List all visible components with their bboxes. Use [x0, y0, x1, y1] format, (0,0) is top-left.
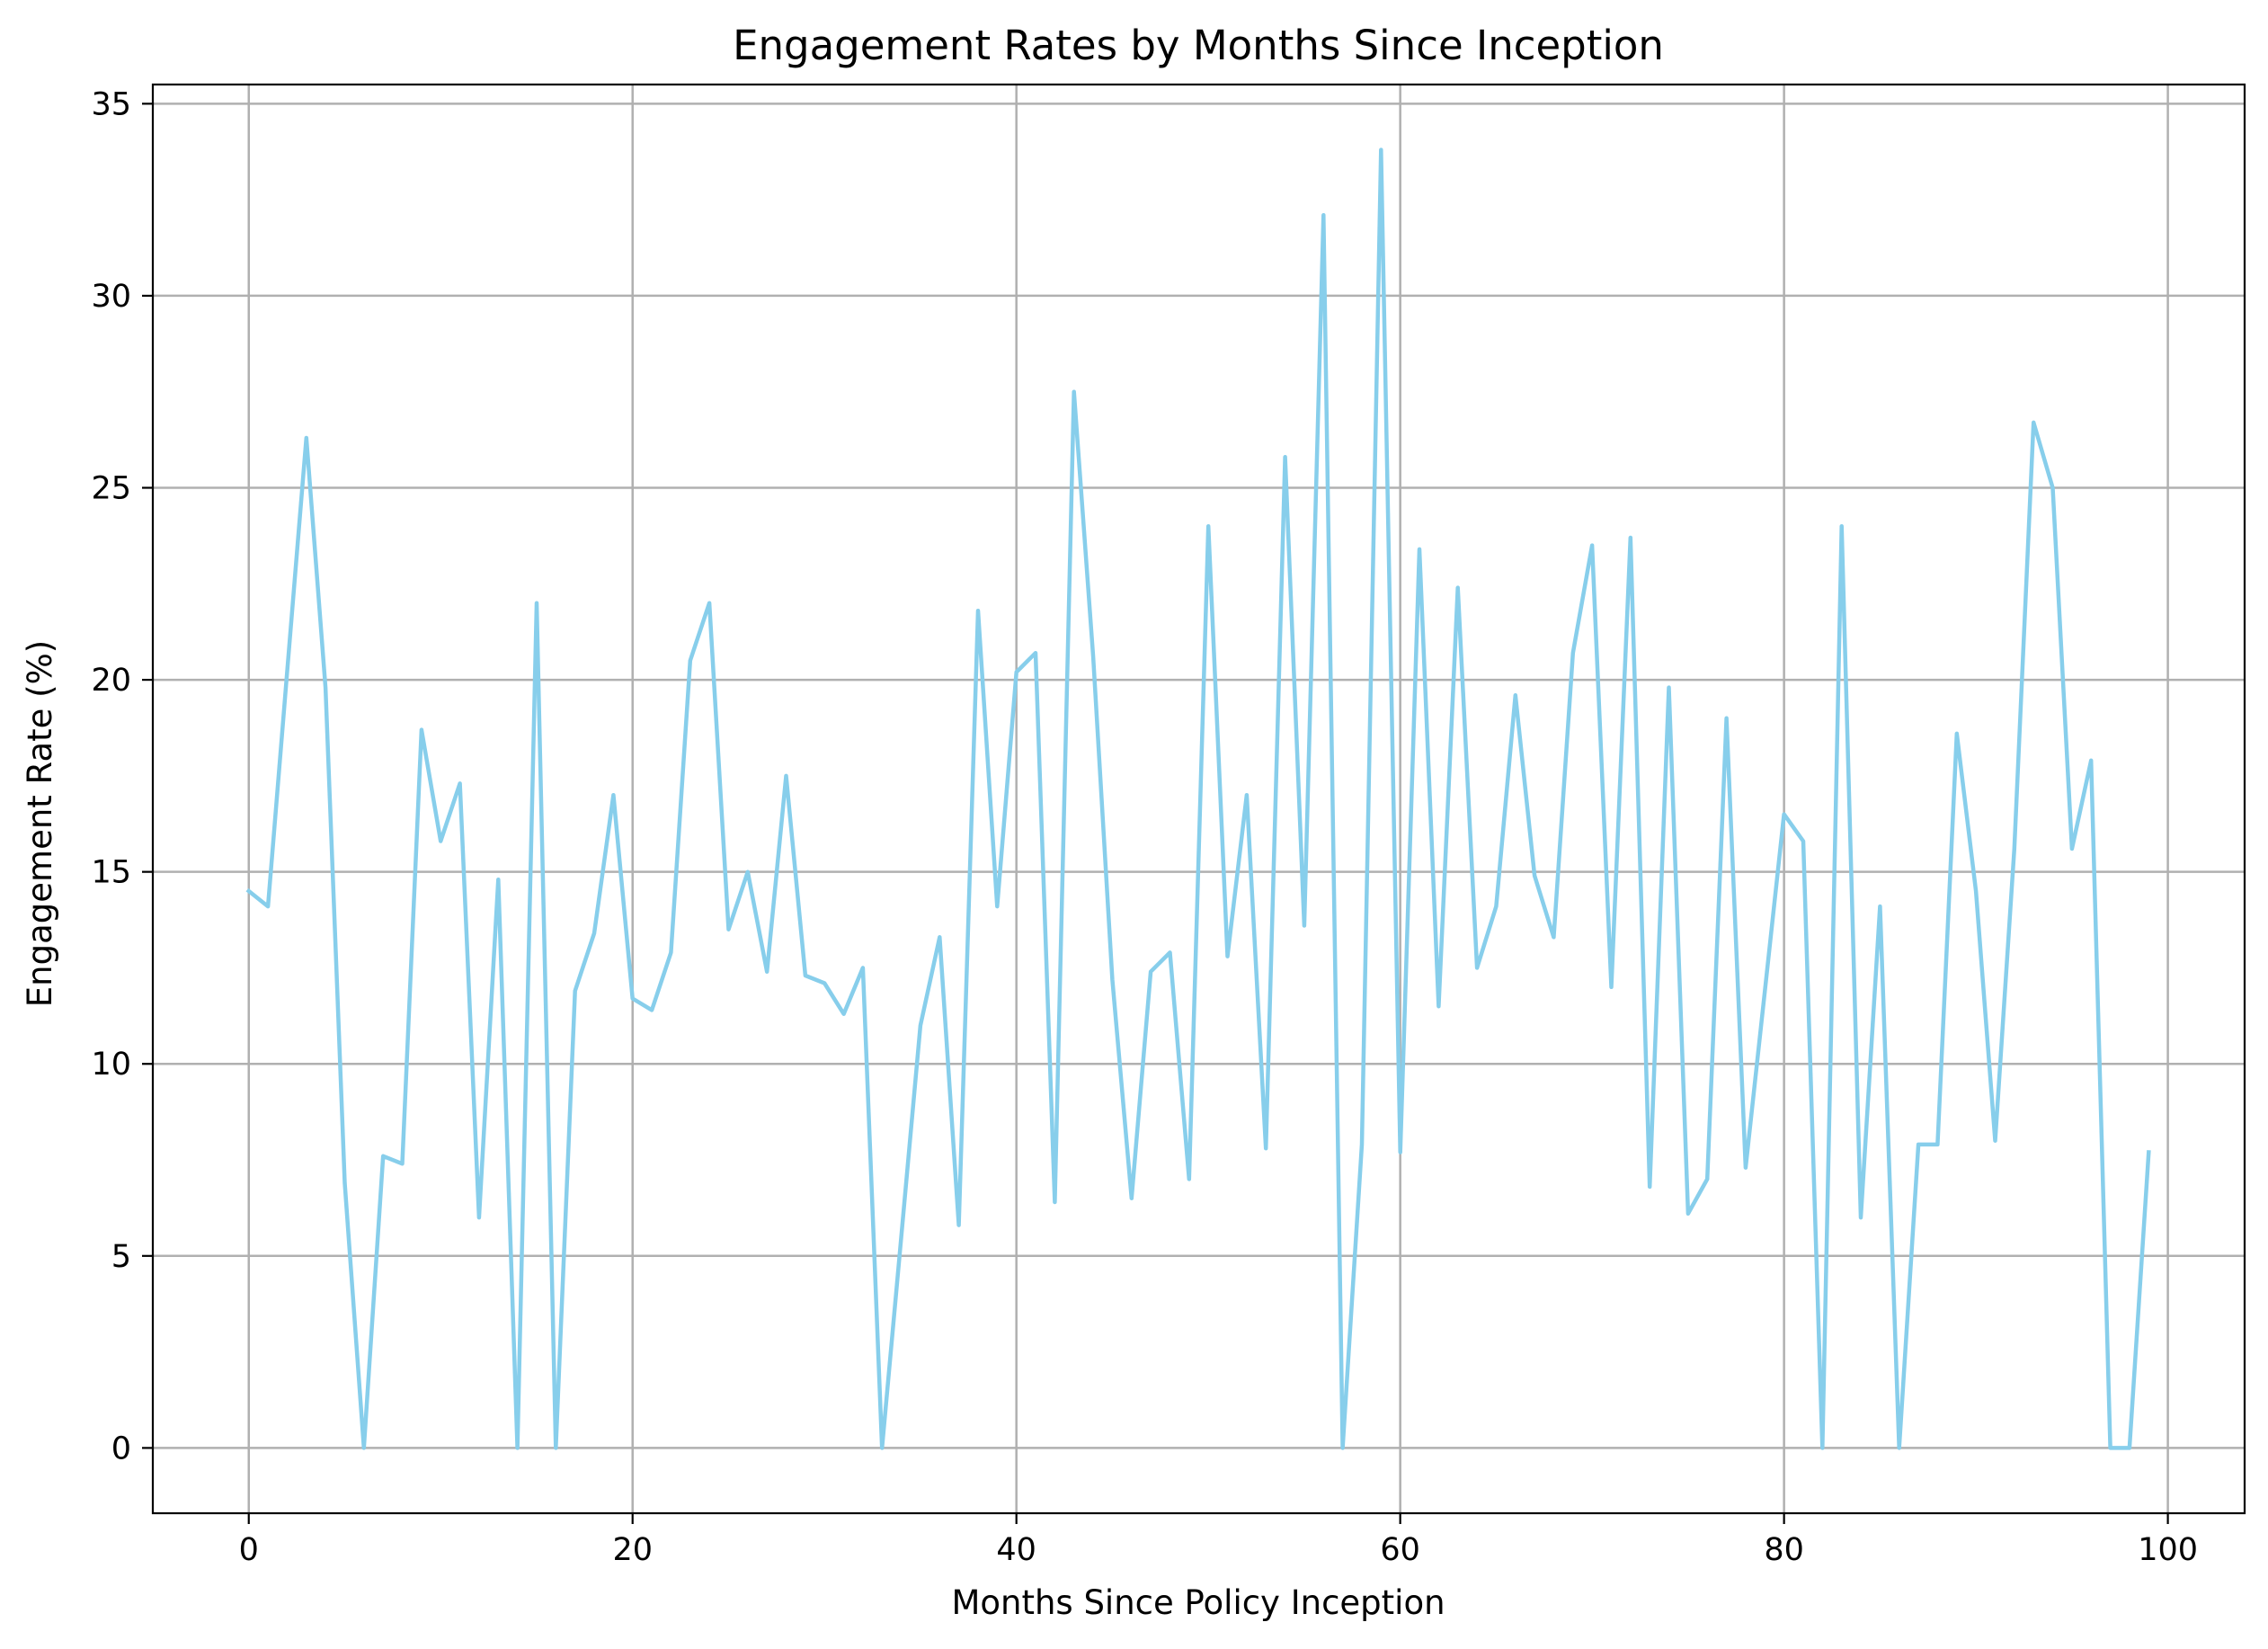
x-tick-label: 40 — [996, 1532, 1036, 1568]
series-layer — [245, 147, 2151, 1450]
x-tick-label: 0 — [239, 1532, 259, 1568]
x-tick-label: 20 — [612, 1532, 653, 1568]
x-tick-label: 100 — [2138, 1532, 2198, 1568]
y-axis-label: Engagement Rate (%) — [21, 640, 59, 1007]
y-tick-label: 25 — [91, 471, 131, 507]
y-tick-label: 15 — [91, 855, 131, 891]
chart-title: Engagement Rates by Months Since Incepti… — [733, 22, 1664, 69]
grid — [153, 85, 2245, 1513]
y-tick-label: 35 — [91, 86, 131, 122]
y-tick-label: 5 — [111, 1239, 131, 1275]
x-tick-label: 60 — [1380, 1532, 1420, 1568]
series-line — [245, 147, 2151, 1450]
y-tick-label: 30 — [91, 279, 131, 315]
x-tick-label: 80 — [1764, 1532, 1804, 1568]
y-tick-label: 20 — [91, 663, 131, 699]
plot-frame — [151, 83, 2246, 1515]
axis-ticks: 0 20 40 60 80 100 0 5 10 15 20 25 30 35 — [91, 86, 2198, 1568]
y-tick-label: 10 — [91, 1047, 131, 1083]
y-tick-label: 0 — [111, 1431, 131, 1466]
x-axis-label: Months Since Policy Inception — [951, 1583, 1445, 1622]
